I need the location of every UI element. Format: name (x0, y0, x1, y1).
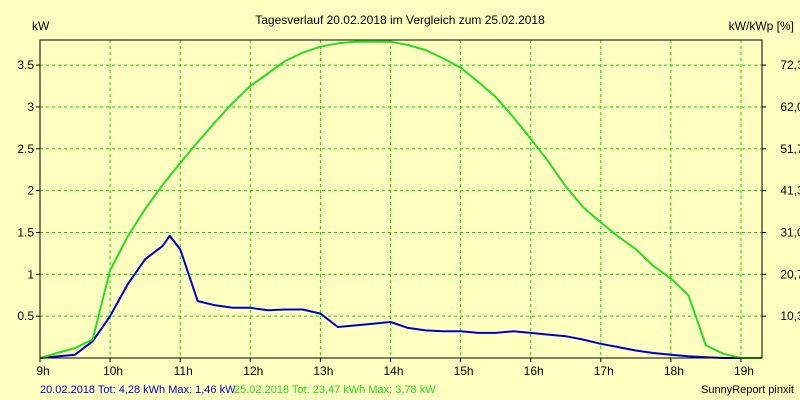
right-tick-label: 41,3 (780, 184, 800, 198)
chart-title: Tagesverlauf 20.02.2018 im Vergleich zum… (255, 13, 545, 27)
x-tick-label: 11h (174, 364, 193, 378)
plot-frame (39, 39, 763, 359)
left-axis-unit: kW (32, 19, 50, 33)
y-tick-label: 0.5 (17, 309, 34, 323)
y-tick-label: 3 (27, 100, 34, 114)
x-tick-label: 18h (664, 364, 684, 378)
right-axis-unit: kW/kWp [%] (729, 19, 794, 33)
y-tick-label: 1.5 (17, 225, 34, 239)
x-tick-label: 9h (36, 364, 49, 378)
right-tick-label: 72,3 (780, 58, 800, 72)
x-tick-label: 10h (103, 364, 123, 378)
y-tick-label: 2.5 (17, 142, 34, 156)
tick-layer: 9h 10h 11h 12h 13h 14h 15h 16h 17h 18h 19h 0.5 1 1.5 2… (17, 58, 800, 378)
x-tick-label: 17h (594, 364, 614, 378)
x-tick-label: 19h (734, 364, 754, 378)
series-line-2 (39, 40, 762, 359)
series2-summary: 25.02.2018 Tot: 23,47 kWh Max: 3,78 kW (234, 384, 436, 396)
right-tick-label: 10,3 (780, 309, 800, 323)
series1-summary: 20.02.2018 Tot: 4,28 kWh Max: 1,46 kW (40, 384, 236, 396)
right-tick-label: 20,7 (780, 267, 800, 281)
series-layer (39, 40, 762, 359)
right-tick-label: 62,0 (780, 100, 800, 114)
right-tick-label: 31,0 (780, 225, 800, 239)
y-tick-label: 2 (27, 184, 34, 198)
x-tick-label: 12h (243, 364, 263, 378)
x-tick-label: 15h (454, 364, 474, 378)
series-line-1 (39, 234, 762, 359)
x-tick-label: 16h (524, 364, 544, 378)
x-tick-label: 14h (383, 364, 403, 378)
right-tick-label: 51,7 (780, 142, 800, 156)
y-tick-label: 3.5 (17, 58, 34, 72)
grid-layer (39, 40, 762, 358)
y-tick-label: 1 (27, 267, 34, 281)
x-tick-label: 13h (313, 364, 333, 378)
credit-label: SunnyReport pinxit (701, 384, 794, 396)
